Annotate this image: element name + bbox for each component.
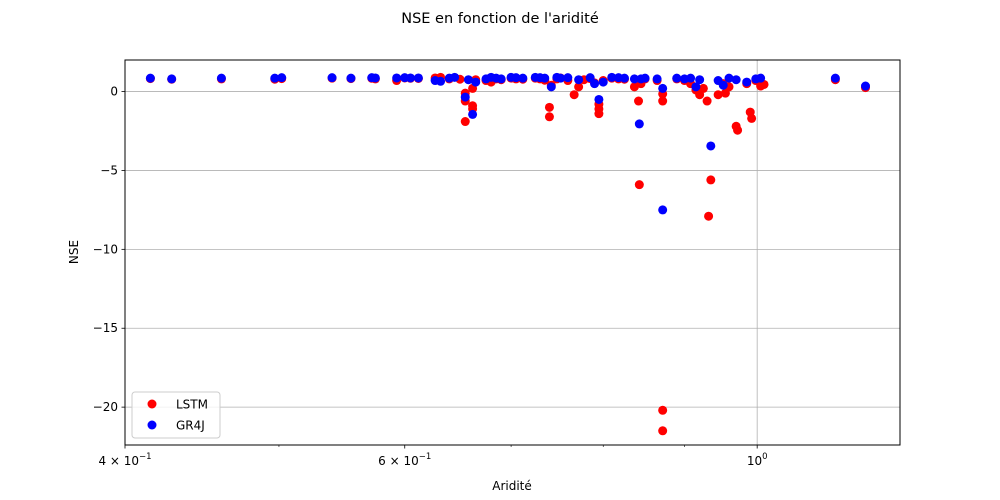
data-point-gr4j (860, 81, 870, 91)
data-point-lstm (747, 113, 757, 123)
y-axis-label: NSE (67, 240, 81, 264)
legend-label-gr4j: GR4J (176, 419, 205, 433)
y-tick-label: −10 (93, 242, 118, 256)
data-point-lstm (733, 125, 743, 135)
data-point-gr4j (634, 119, 644, 129)
x-tick-label-base: 10 (747, 454, 762, 468)
x-axis-ticks: 4 × 10−1 6 × 10−1 100 (98, 445, 768, 468)
data-point-lstm (658, 405, 668, 415)
legend-label-lstm: LSTM (176, 398, 208, 412)
x-tick-label: 4 × 10−1 (98, 452, 151, 468)
data-point-gr4j (686, 73, 696, 83)
series-lstm (145, 72, 870, 436)
data-point-gr4j (468, 109, 478, 119)
data-point-gr4j (672, 73, 682, 83)
data-point-gr4j (607, 72, 617, 82)
data-point-lstm (594, 109, 604, 119)
data-point-gr4j (652, 74, 662, 84)
data-point-gr4j (511, 73, 521, 83)
data-point-gr4j (706, 141, 716, 151)
data-point-gr4j (830, 73, 840, 83)
data-point-gr4j (594, 94, 604, 104)
data-point-lstm (658, 96, 668, 106)
data-point-gr4j (691, 82, 701, 92)
data-point-gr4j (145, 73, 155, 83)
legend-marker-lstm (147, 399, 157, 409)
data-point-gr4j (270, 73, 280, 83)
x-axis-label: Aridité (492, 479, 532, 493)
data-point-lstm (574, 82, 584, 92)
x-tick-label: 100 (747, 452, 768, 468)
data-point-gr4j (540, 73, 550, 83)
data-point-gr4j (463, 75, 473, 85)
chart-title: NSE en fonction de l'aridité (401, 11, 599, 27)
data-point-lstm (713, 90, 723, 100)
data-point-gr4j (546, 82, 556, 92)
data-point-gr4j (724, 73, 734, 83)
data-point-gr4j (756, 73, 766, 83)
data-point-gr4j (216, 73, 226, 83)
data-point-gr4j (574, 75, 584, 85)
data-point-gr4j (450, 72, 460, 82)
x-tick-label-exponent: −1 (419, 452, 432, 462)
data-point-gr4j (695, 75, 705, 85)
data-point-gr4j (629, 74, 639, 84)
data-point-gr4j (640, 73, 650, 83)
x-tick-label-base: 4 × 10 (98, 454, 139, 468)
x-tick-label: 6 × 10−1 (378, 452, 431, 468)
y-tick-label: −15 (93, 321, 118, 335)
data-point-lstm (544, 102, 554, 112)
y-tick-label: −5 (100, 163, 118, 177)
data-point-lstm (658, 426, 668, 436)
data-point-gr4j (619, 73, 629, 83)
data-point-gr4j (496, 74, 506, 84)
data-points (145, 72, 870, 436)
data-point-lstm (634, 96, 644, 106)
data-point-lstm (702, 96, 712, 106)
data-point-gr4j (436, 76, 446, 86)
y-axis-ticks: 0 −5 −10 −15 −20 (93, 85, 125, 414)
data-point-gr4j (742, 77, 752, 87)
data-point-gr4j (460, 92, 470, 102)
plot-area-frame (124, 59, 901, 446)
data-point-gr4j (598, 77, 608, 87)
data-point-gr4j (518, 73, 528, 83)
data-point-gr4j (392, 73, 402, 83)
legend: LSTM GR4J (131, 391, 221, 439)
data-point-gr4j (658, 83, 668, 93)
legend-marker-gr4j (147, 420, 157, 430)
x-tick-label-exponent: −1 (139, 452, 152, 462)
data-point-lstm (698, 83, 708, 93)
data-point-gr4j (327, 73, 337, 83)
data-point-gr4j (277, 73, 287, 83)
data-point-gr4j (413, 73, 423, 83)
data-point-lstm (706, 175, 716, 185)
data-point-lstm (704, 211, 714, 221)
data-point-lstm (569, 90, 579, 100)
data-point-gr4j (471, 77, 481, 87)
data-point-lstm (460, 117, 470, 127)
data-point-gr4j (731, 75, 741, 85)
data-point-gr4j (563, 73, 573, 83)
x-tick-label-exponent: 0 (762, 452, 767, 462)
data-point-gr4j (346, 73, 356, 83)
data-point-gr4j (556, 73, 566, 83)
grid-lines (125, 60, 900, 445)
data-point-lstm (634, 180, 644, 190)
y-tick-label: −20 (93, 400, 118, 414)
data-point-gr4j (718, 80, 728, 90)
data-point-gr4j (167, 74, 177, 84)
data-point-lstm (544, 112, 554, 122)
data-point-gr4j (370, 73, 380, 83)
x-tick-label-base: 6 × 10 (378, 454, 419, 468)
series-gr4j (145, 72, 870, 215)
data-point-gr4j (658, 205, 668, 215)
y-tick-label: 0 (110, 85, 118, 99)
data-point-gr4j (590, 79, 600, 89)
data-point-gr4j (405, 73, 415, 83)
